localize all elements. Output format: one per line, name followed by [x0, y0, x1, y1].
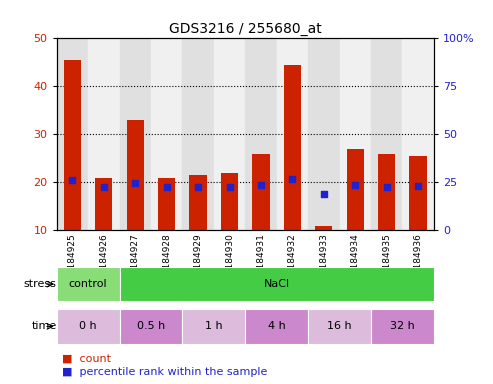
Bar — [57, 38, 88, 230]
Point — [320, 191, 328, 197]
Bar — [340, 38, 371, 230]
Bar — [119, 309, 182, 344]
Bar — [57, 267, 119, 301]
Bar — [119, 267, 434, 301]
Bar — [277, 38, 308, 230]
Point — [100, 184, 108, 190]
Bar — [95, 177, 112, 230]
Text: time: time — [32, 321, 57, 331]
Text: 1 h: 1 h — [205, 321, 223, 331]
Bar — [57, 309, 119, 344]
Text: 0 h: 0 h — [79, 321, 97, 331]
Bar — [402, 38, 434, 230]
Bar — [88, 38, 119, 230]
Point — [414, 183, 422, 189]
Text: control: control — [69, 279, 107, 289]
Bar — [347, 149, 364, 230]
Bar — [252, 154, 270, 230]
Bar — [308, 38, 340, 230]
Point — [257, 182, 265, 188]
Text: ■  count: ■ count — [62, 354, 110, 364]
Bar — [371, 38, 402, 230]
Bar — [158, 177, 176, 230]
Bar — [151, 38, 182, 230]
Text: ■  percentile rank within the sample: ■ percentile rank within the sample — [62, 367, 267, 377]
Text: 0.5 h: 0.5 h — [137, 321, 165, 331]
Bar — [119, 38, 151, 230]
Text: 32 h: 32 h — [390, 321, 415, 331]
Text: stress: stress — [24, 279, 57, 289]
Bar — [245, 38, 277, 230]
Bar — [64, 60, 81, 230]
Bar — [189, 175, 207, 230]
Text: NaCl: NaCl — [264, 279, 290, 289]
Bar — [182, 309, 245, 344]
Point — [352, 182, 359, 188]
Point — [194, 184, 202, 190]
Point — [288, 175, 296, 182]
Bar — [315, 225, 332, 230]
Bar — [308, 309, 371, 344]
Title: GDS3216 / 255680_at: GDS3216 / 255680_at — [169, 22, 321, 36]
Bar — [214, 38, 246, 230]
Bar — [371, 309, 434, 344]
Bar — [221, 173, 238, 230]
Bar — [182, 38, 214, 230]
Text: 16 h: 16 h — [327, 321, 352, 331]
Point — [383, 184, 390, 190]
Point — [69, 176, 76, 182]
Bar — [127, 120, 144, 230]
Point — [131, 180, 139, 186]
Bar — [284, 65, 301, 230]
Text: 4 h: 4 h — [268, 321, 285, 331]
Point — [226, 184, 234, 190]
Point — [163, 184, 171, 190]
Bar — [378, 154, 395, 230]
Bar — [410, 156, 427, 230]
Bar — [245, 309, 308, 344]
